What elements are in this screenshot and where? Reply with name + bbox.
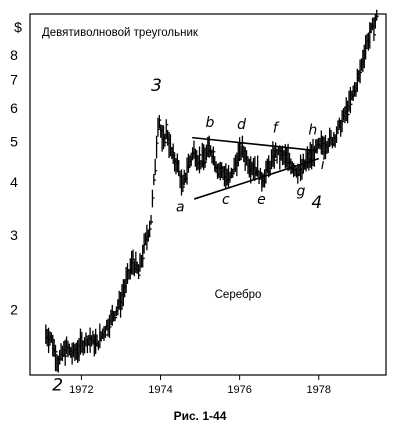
trendline	[192, 136, 317, 152]
wave-label: 4	[311, 193, 322, 213]
wave-label: h	[308, 123, 317, 139]
x-axis-ticks: 1972 1974 1976 1978	[69, 375, 331, 396]
wave-label: 2	[52, 375, 63, 395]
x-tick-label: 1978	[307, 384, 331, 396]
y-tick-label: 3	[10, 227, 18, 243]
wave-labels: 2 3 a b c d e f g h i 4	[52, 76, 325, 395]
x-tick-label: 1972	[69, 384, 93, 396]
wave-label: 3	[151, 76, 162, 96]
x-tick-label: 1976	[227, 384, 251, 396]
wave-label: b	[206, 115, 215, 131]
y-axis-ticks: 2 3 4 5 6 7 8	[10, 47, 18, 318]
triangle-trendlines	[192, 136, 320, 200]
wave-label: e	[257, 192, 266, 208]
wave-label: c	[222, 192, 230, 208]
figure-caption: Рис. 1-44	[174, 409, 227, 423]
y-unit-label: $	[14, 19, 22, 35]
wave-label: f	[273, 121, 280, 137]
wave-label: d	[237, 117, 246, 133]
series-annotation: Серебро	[215, 289, 262, 301]
x-tick-label: 1974	[148, 384, 172, 396]
chart-title: Девятиволновой треугольник	[42, 27, 199, 39]
trendline	[193, 157, 320, 200]
y-tick-label: 7	[10, 71, 18, 87]
y-tick-label: 8	[10, 47, 18, 63]
plot-frame	[29, 13, 387, 376]
wave-label: i	[321, 157, 325, 173]
y-tick-label: 4	[10, 174, 18, 190]
wave-label: g	[297, 183, 306, 199]
price-series	[45, 9, 379, 373]
wave-label: a	[176, 199, 185, 215]
y-tick-label: 5	[10, 133, 18, 149]
y-tick-label: 6	[10, 100, 18, 116]
y-tick-label: 2	[10, 302, 18, 318]
